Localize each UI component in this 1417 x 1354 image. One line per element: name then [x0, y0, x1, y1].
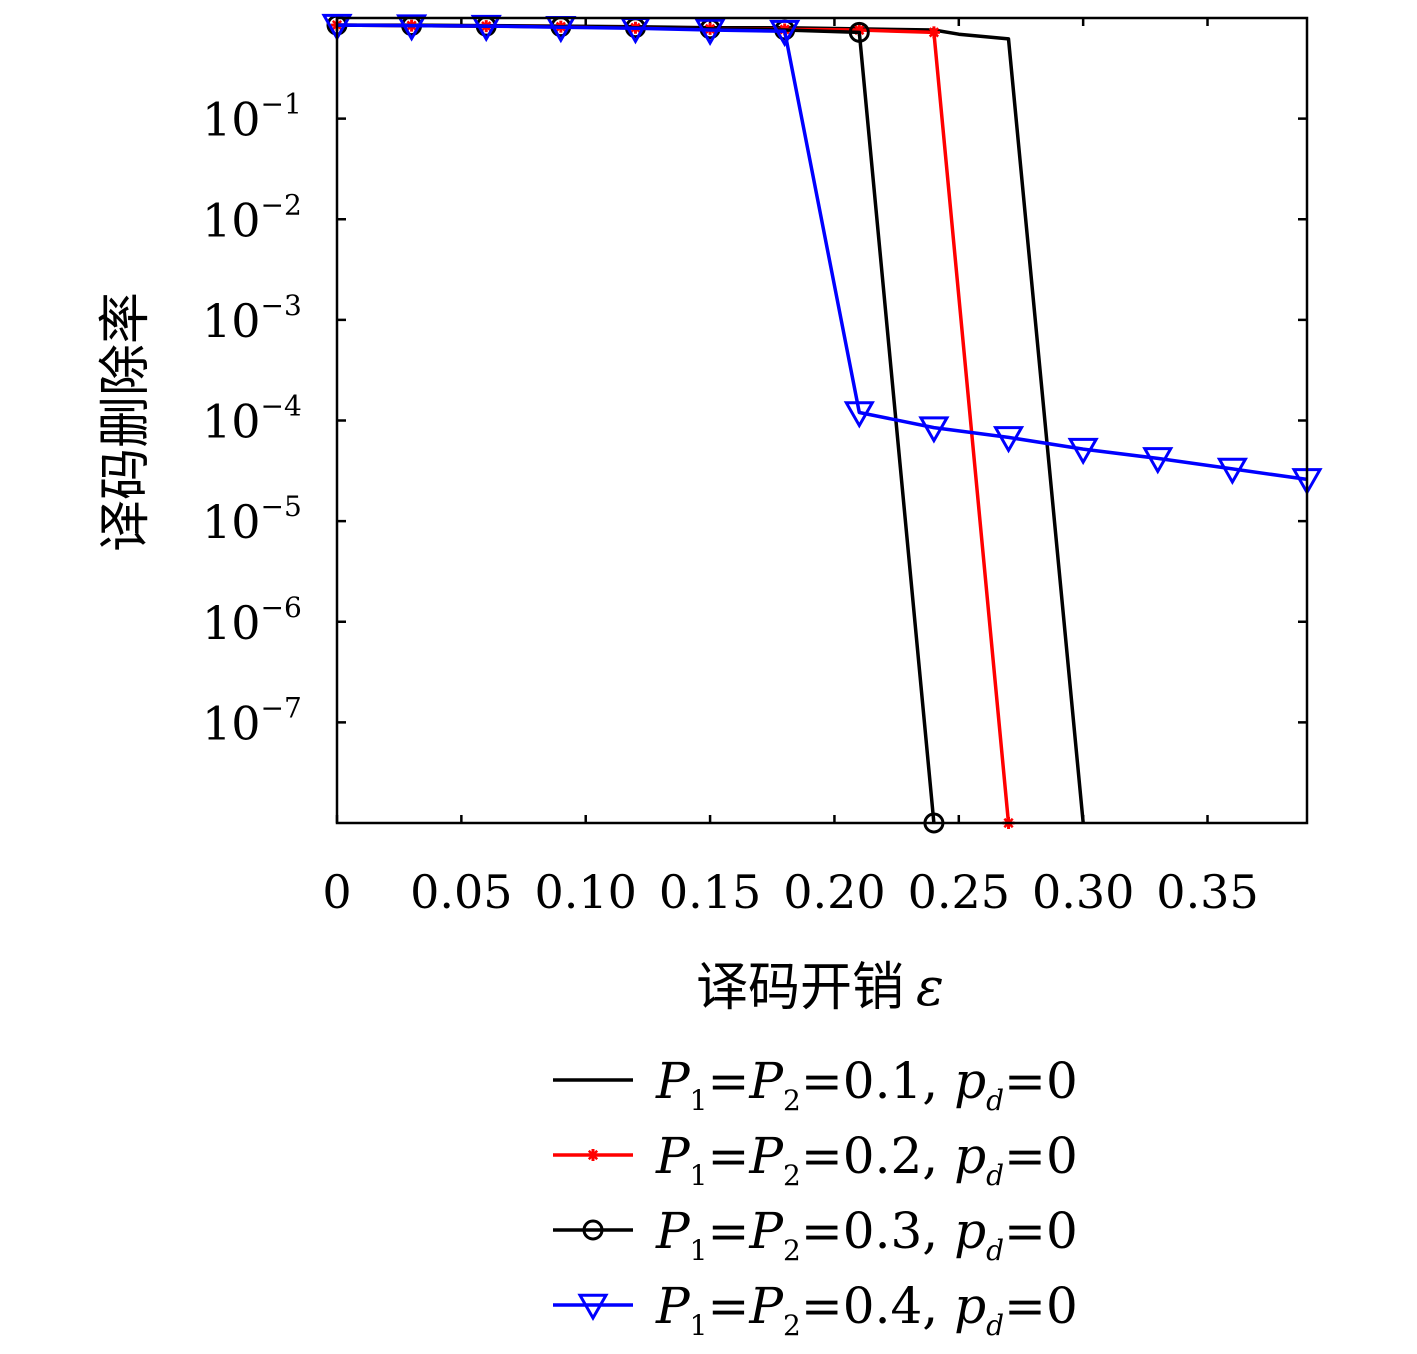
series-3-point-0	[321, 13, 353, 42]
y-tick-label-base: 10	[202, 395, 261, 449]
legend-label-1: P1=P2=0.2, pd=0	[655, 1127, 1078, 1192]
y-tick-label-base: 10	[202, 696, 261, 750]
y-tick-label-4: 10−5	[202, 490, 302, 549]
plot-frame	[335, 16, 1309, 825]
legend: P1=P2=0.1, pd=0 P1=P2=0.2, pd=0 P1=P2=0.3,…	[553, 1052, 1078, 1342]
y-tick-label-6: 10−7	[202, 691, 302, 750]
y-tick-label-base: 10	[202, 495, 261, 549]
series-line-3	[336, 23, 1308, 482]
series-3-point-8	[918, 416, 950, 444]
y-tick-label-exp: −7	[261, 691, 302, 724]
x-tick-labels: 0 0.05 0.10 0.15 0.20 0.25 0.30 0.35	[322, 865, 1258, 919]
series-3-point-1	[396, 14, 428, 42]
y-tick-label-base: 10	[202, 193, 261, 247]
legend-item-3: P1=P2=0.4, pd=0	[553, 1277, 1078, 1342]
series-3-point-10	[1067, 437, 1099, 466]
legend-item-2: P1=P2=0.3, pd=0	[553, 1202, 1078, 1267]
y-tick-labels: 10−110−210−310−410−510−610−7	[202, 88, 302, 751]
y-axis-label: 译码删除率	[96, 292, 156, 552]
x-tick-label-3: 0.15	[659, 865, 761, 919]
y-tick-label-exp: −4	[261, 390, 302, 423]
legend-marker-2	[582, 1219, 604, 1241]
x-tick-label-2: 0.10	[535, 865, 637, 919]
y-tick-label-exp: −3	[261, 289, 302, 322]
legend-label-2: P1=P2=0.3, pd=0	[655, 1202, 1078, 1267]
y-tick-label-exp: −6	[261, 591, 302, 624]
series-3-point-12	[1216, 457, 1248, 485]
y-tick-label-base: 10	[202, 596, 261, 650]
series-3-point-2	[470, 14, 502, 43]
y-tick-label-1: 10−2	[202, 188, 302, 247]
y-tick-label-5: 10−6	[202, 591, 302, 650]
series-3	[321, 13, 1323, 496]
y-tick-label-0: 10−1	[202, 88, 302, 147]
legend-marker-1	[587, 1149, 599, 1161]
y-tick-label-base: 10	[202, 294, 261, 348]
y-tick-label-3: 10−4	[202, 390, 302, 449]
series-3-point-7	[843, 401, 875, 429]
x-tick-label-4: 0.20	[783, 865, 885, 919]
x-tick-label-0: 0	[322, 865, 351, 919]
series-3-point-5	[694, 18, 726, 47]
series-2-point-7	[848, 21, 870, 43]
series-3-point-9	[992, 426, 1025, 454]
series-1-point-8	[927, 26, 940, 39]
y-tick-label-base: 10	[202, 93, 261, 147]
series-3-point-11	[1142, 447, 1174, 475]
x-axis-label: 译码开销 ε	[696, 958, 944, 1018]
x-axis-label-symbol: ε	[916, 958, 944, 1018]
x-tick-label-7: 0.35	[1156, 865, 1258, 919]
legend-item-1: P1=P2=0.2, pd=0	[553, 1127, 1078, 1192]
y-tick-label-exp: −5	[261, 490, 302, 523]
y-tick-label-exp: −2	[261, 188, 302, 221]
x-tick-label-6: 0.30	[1032, 865, 1134, 919]
x-tick-label-1: 0.05	[410, 865, 512, 919]
y-tick-label-exp: −1	[261, 88, 302, 121]
legend-label-3: P1=P2=0.4, pd=0	[655, 1277, 1078, 1342]
plot-background	[337, 18, 1307, 823]
series-3-point-6	[769, 19, 801, 48]
legend-marker-3	[577, 1293, 609, 1322]
x-tick-label-5: 0.25	[908, 865, 1010, 919]
legend-label-0: P1=P2=0.1, pd=0	[655, 1052, 1078, 1117]
series-layer	[321, 13, 1323, 834]
x-axis-label-text: 译码开销	[696, 958, 904, 1018]
y-tick-label-2: 10−3	[202, 289, 302, 348]
legend-item-0: P1=P2=0.1, pd=0	[553, 1052, 1078, 1117]
